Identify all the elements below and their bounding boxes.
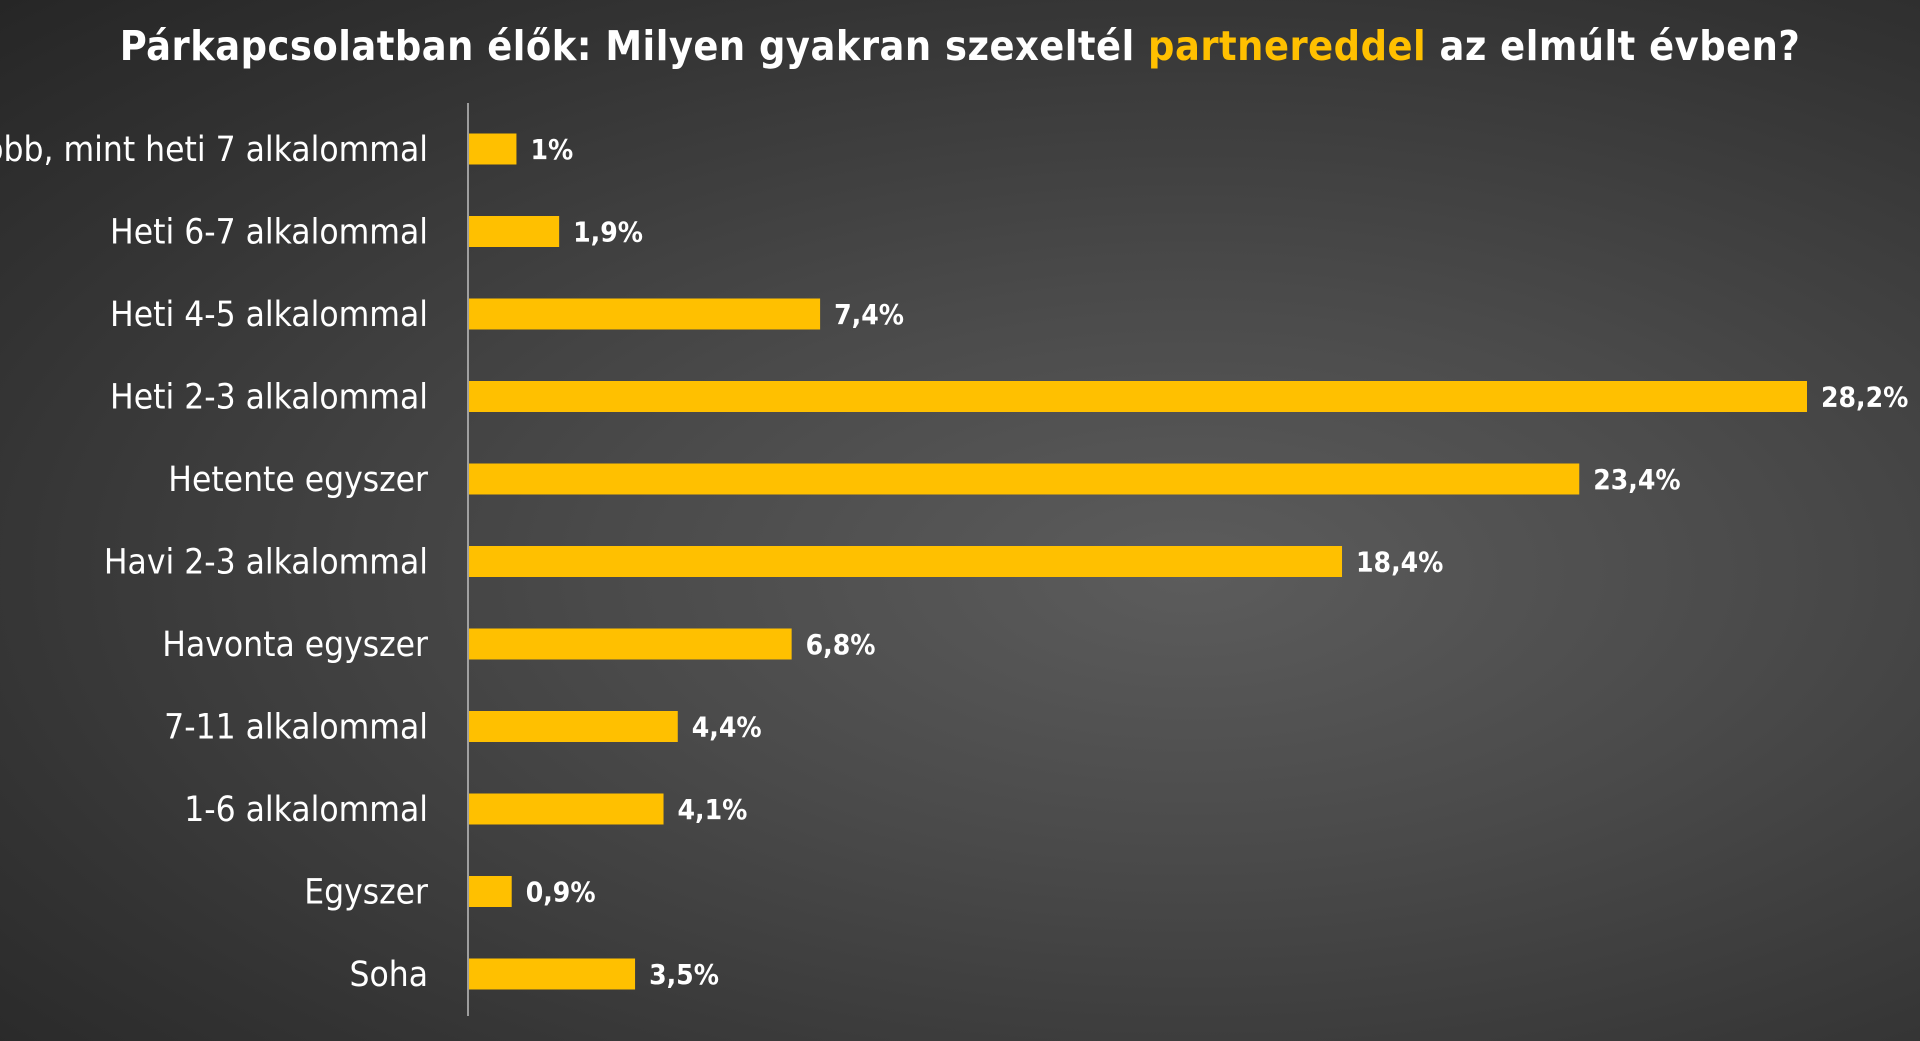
category-label: Heti 2-3 alkalommal — [110, 378, 428, 418]
category-label: Heti 6-7 alkalommal — [110, 213, 428, 253]
data-label: 4,1% — [678, 793, 748, 826]
bar — [469, 793, 664, 825]
data-label: 3,5% — [649, 958, 719, 991]
bar — [469, 876, 512, 907]
bar — [469, 711, 678, 742]
data-label: 18,4% — [1356, 546, 1443, 579]
category-label: Soha — [349, 955, 428, 995]
bar — [469, 628, 792, 660]
bar — [469, 463, 1580, 495]
bar — [469, 546, 1343, 577]
bar — [469, 216, 560, 247]
data-label: 4,4% — [692, 711, 762, 744]
data-label: 6,8% — [806, 628, 876, 661]
bar — [469, 381, 1807, 412]
category-label: Egyszer — [304, 873, 428, 913]
category-label: 1-6 alkalommal — [184, 790, 428, 830]
bar — [469, 133, 517, 165]
data-label: 1,9% — [573, 216, 643, 249]
bar — [469, 298, 821, 330]
title-text-before: Párkapcsolatban élők: Milyen gyakran sze… — [119, 22, 1149, 70]
title-highlight: partnereddel — [1148, 22, 1427, 70]
category-label: Hetente egyszer — [168, 460, 428, 500]
category-label: Havonta egyszer — [162, 625, 428, 665]
category-label: Heti 4-5 alkalommal — [110, 295, 428, 335]
category-label: 7-11 alkalommal — [164, 708, 428, 748]
chart-title: Párkapcsolatban élők: Milyen gyakran sze… — [0, 22, 1920, 70]
data-label: 0,9% — [526, 876, 596, 909]
data-label: 1% — [530, 133, 573, 166]
data-label: 28,2% — [1821, 381, 1908, 414]
category-label: Havi 2-3 alkalommal — [104, 543, 428, 583]
category-label: Több, mint heti 7 alkalommal — [0, 130, 428, 170]
data-label: 23,4% — [1593, 463, 1680, 496]
data-label: 7,4% — [834, 298, 904, 331]
bar — [469, 958, 636, 990]
title-text-after: az elmúlt évben? — [1426, 22, 1801, 70]
